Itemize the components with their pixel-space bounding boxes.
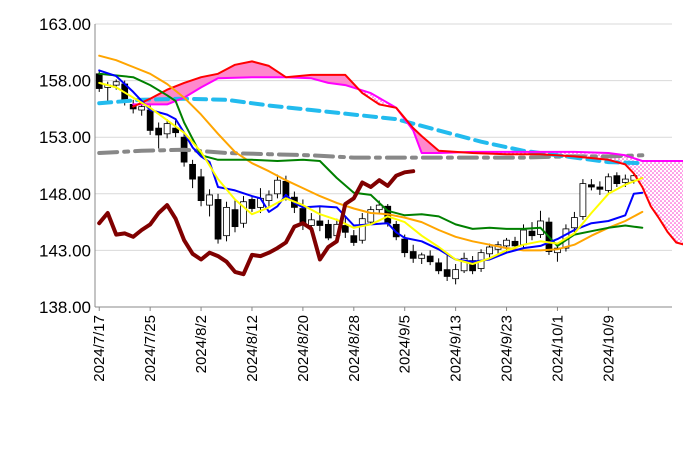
candle <box>324 223 332 239</box>
candle <box>231 209 239 228</box>
candle <box>579 183 587 217</box>
x-tick-label: 2024/9/5 <box>397 315 414 373</box>
candle <box>155 127 163 136</box>
x-tick-label: 2024/8/12 <box>244 315 261 382</box>
candle <box>375 204 383 211</box>
candle <box>197 176 205 201</box>
candle <box>452 269 459 280</box>
kijun-line <box>98 72 644 247</box>
ma-mid-line <box>98 54 644 252</box>
x-tick-label: 2024/8/28 <box>346 315 363 382</box>
candle <box>350 235 358 243</box>
chikou-line <box>97 169 416 277</box>
candle <box>435 262 443 272</box>
x-tick-label: 2024/10/9 <box>600 315 617 382</box>
x-tick-label: 2024/7/25 <box>142 315 159 382</box>
cloud-bullish-area <box>396 107 460 153</box>
y-tick-label: 153.00 <box>39 128 91 147</box>
candle <box>308 219 315 226</box>
candle <box>265 194 273 201</box>
candle <box>528 230 536 237</box>
x-tick-label: 2024/9/23 <box>499 315 516 382</box>
candle <box>163 123 171 135</box>
gridlines <box>95 23 672 308</box>
cloud-bearish-area <box>462 151 683 245</box>
x-tick-label: 2024/8/2 <box>193 315 210 373</box>
candle <box>409 251 417 259</box>
indicator-lines <box>97 54 683 277</box>
candle <box>503 239 510 247</box>
x-tick-label: 2024/10/1 <box>549 315 566 382</box>
candlesticks <box>95 70 638 285</box>
candle <box>443 269 451 277</box>
axes: 163.00158.00153.00148.00143.00138.002024… <box>39 15 672 382</box>
y-tick-label: 163.00 <box>39 15 91 34</box>
candle <box>596 186 604 190</box>
candle <box>240 201 247 224</box>
candle <box>604 176 612 191</box>
candle <box>511 240 519 247</box>
candle <box>214 199 222 240</box>
y-tick-label: 158.00 <box>39 72 91 91</box>
x-tick-label: 2024/7/17 <box>91 315 108 382</box>
candle <box>172 127 179 134</box>
candle <box>95 73 103 89</box>
candle <box>621 178 629 183</box>
cloud-bearish-area <box>360 89 395 108</box>
candle <box>341 225 349 233</box>
candle <box>401 238 409 254</box>
candle <box>223 206 230 237</box>
y-tick-label: 138.00 <box>39 298 91 317</box>
candle <box>316 220 324 226</box>
candle <box>613 175 621 185</box>
candle <box>460 257 468 272</box>
candle <box>146 109 154 131</box>
candle <box>469 260 476 272</box>
candle <box>367 209 375 223</box>
candle <box>112 81 120 86</box>
candle <box>520 229 527 246</box>
senkou-b-line <box>132 76 683 162</box>
senkou-a-line <box>132 60 683 246</box>
candle <box>189 163 196 180</box>
x-tick-label: 2024/9/13 <box>448 315 465 382</box>
candle <box>248 199 256 209</box>
candle <box>571 217 578 229</box>
candle <box>588 184 595 188</box>
ma-short-line <box>98 81 644 265</box>
y-tick-label: 148.00 <box>39 185 91 204</box>
candle <box>282 180 290 198</box>
candle <box>206 194 213 206</box>
tenkan-line <box>98 69 644 263</box>
candle <box>358 218 366 241</box>
candle <box>426 255 434 263</box>
x-tick-label: 2024/8/20 <box>295 315 312 382</box>
y-tick-label: 143.00 <box>39 241 91 260</box>
candle <box>274 179 281 195</box>
candle <box>138 106 146 111</box>
candle <box>418 254 426 259</box>
candle <box>486 246 493 255</box>
